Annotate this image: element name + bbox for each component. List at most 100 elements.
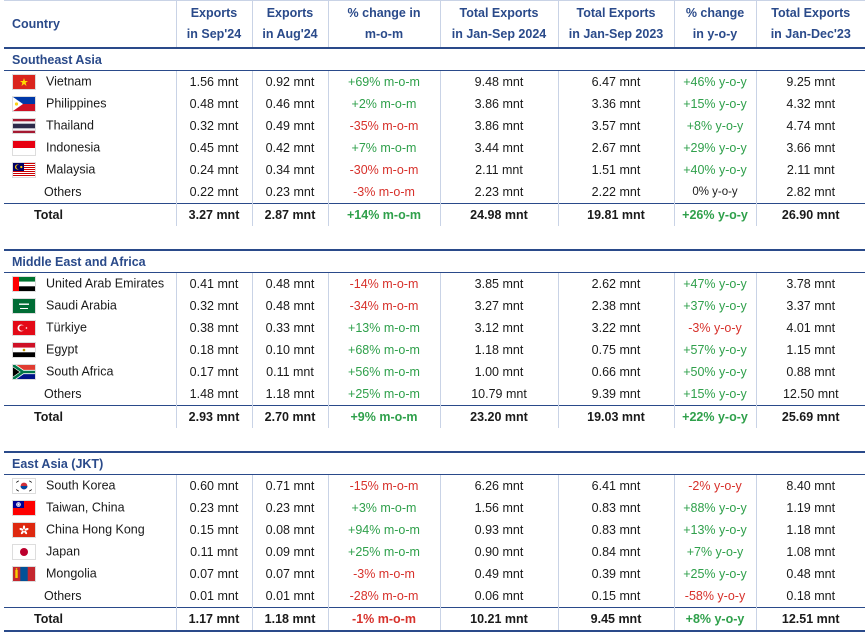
exports-aug-cell: 0.48 mnt: [251, 295, 328, 317]
total-jan-dec-2023-cell: 0.88 mnt: [755, 361, 865, 383]
total-jan-sep-2023-cell: 9.39 mnt: [557, 383, 674, 406]
country-name: Philippines: [46, 96, 107, 111]
exports-aug-cell: 0.46 mnt: [251, 93, 328, 115]
exports-aug-cell: 0.71 mnt: [251, 474, 328, 497]
country-name: Japan: [46, 544, 81, 559]
exports-sep-cell: 0.01 mnt: [175, 585, 252, 608]
header-total-full-2023: Total Exports in Jan-Dec'23: [755, 0, 865, 49]
total-jan-dec-2023-cell: 9.25 mnt: [755, 70, 865, 93]
region-header-row: East Asia (JKT): [4, 452, 865, 475]
country-name-cell: United Arab Emirates: [4, 273, 176, 296]
total-jan-dec-2023-cell: 8.40 mnt: [755, 474, 865, 497]
exports-aug-cell: 0.92 mnt: [251, 70, 328, 93]
total-jan-dec-2023-cell: 3.66 mnt: [755, 137, 865, 159]
exports-sep-cell: 3.27 mnt: [175, 203, 252, 226]
mom-change-cell: +9% m-o-m: [327, 405, 440, 428]
turkiye-flag-icon: [12, 320, 36, 336]
total-jan-sep-2023-cell: 6.41 mnt: [557, 474, 674, 497]
exports-aug-cell: 0.09 mnt: [251, 541, 328, 563]
country-name: Indonesia: [46, 140, 101, 155]
mom-change-cell: -3% m-o-m: [327, 563, 440, 585]
country-name-cell: Vietnam: [4, 71, 176, 94]
table-row: Türkiye 0.38 mnt 0.33 mnt +13% m-o-m 3.12 mn…: [4, 317, 865, 339]
country-name: Total: [34, 612, 63, 626]
yoy-change-cell: -58% y-o-y: [673, 585, 756, 608]
mom-change-cell: -34% m-o-m: [327, 295, 440, 317]
total-jan-dec-2023-cell: 25.69 mnt: [755, 405, 865, 428]
country-name-cell: Japan: [4, 541, 176, 563]
exports-sep-cell: 2.93 mnt: [175, 405, 252, 428]
table-row: Malaysia 0.24 mnt 0.34 mnt -30% m-o-m 2.11 m…: [4, 159, 865, 181]
country-name-cell: Saudi Arabia: [4, 295, 176, 317]
exports-aug-cell: 0.48 mnt: [251, 272, 328, 295]
mom-change-cell: -35% m-o-m: [327, 115, 440, 137]
table-row: China Hong Kong 0.15 mnt 0.08 mnt +94% m-o-…: [4, 519, 865, 541]
country-name: Türkiye: [46, 320, 87, 335]
exports-sep-cell: 0.11 mnt: [175, 541, 252, 563]
total-label: Total: [4, 405, 176, 428]
yoy-change-cell: +13% y-o-y: [673, 519, 756, 541]
total-jan-dec-2023-cell: 12.51 mnt: [755, 607, 865, 630]
mom-change-cell: -15% m-o-m: [327, 474, 440, 497]
total-row: Total 1.17 mnt 1.18 mnt -1% m-o-m 10.21 mnt 9…: [4, 607, 865, 630]
south-africa-flag-icon: [12, 364, 36, 380]
country-name: Taiwan, China: [46, 500, 125, 515]
exports-aug-cell: 0.33 mnt: [251, 317, 328, 339]
header-exports-sep: Exports in Sep'24: [175, 0, 252, 49]
total-jan-sep-2023-cell: 6.47 mnt: [557, 70, 674, 93]
total-jan-sep-2024-cell: 3.85 mnt: [439, 272, 558, 295]
total-jan-sep-2023-cell: 0.75 mnt: [557, 339, 674, 361]
table-row: Saudi Arabia 0.32 mnt 0.48 mnt -34% m-o-m 3.…: [4, 295, 865, 317]
total-row: Total 2.93 mnt 2.70 mnt +9% m-o-m 23.20 mnt 1…: [4, 405, 865, 428]
country-name-cell: South Korea: [4, 475, 176, 498]
total-jan-sep-2024-cell: 6.26 mnt: [439, 474, 558, 497]
exports-aug-cell: 1.18 mnt: [251, 383, 328, 406]
yoy-change-cell: 0% y-o-y: [673, 181, 756, 204]
mom-change-cell: +25% m-o-m: [327, 541, 440, 563]
vietnam-flag-icon: [12, 74, 36, 90]
exports-sep-cell: 0.23 mnt: [175, 497, 252, 519]
exports-aug-cell: 0.23 mnt: [251, 181, 328, 204]
total-jan-sep-2024-cell: 2.11 mnt: [439, 159, 558, 181]
exports-aug-cell: 0.49 mnt: [251, 115, 328, 137]
total-jan-dec-2023-cell: 0.18 mnt: [755, 585, 865, 608]
exports-sep-cell: 0.15 mnt: [175, 519, 252, 541]
total-jan-sep-2023-cell: 1.51 mnt: [557, 159, 674, 181]
spacer-cell: [4, 428, 865, 453]
exports-sep-cell: 0.45 mnt: [175, 137, 252, 159]
total-jan-sep-2024-cell: 24.98 mnt: [439, 203, 558, 226]
region-header-row: Middle East and Africa: [4, 250, 865, 273]
total-jan-sep-2024-cell: 0.49 mnt: [439, 563, 558, 585]
total-jan-sep-2023-cell: 19.03 mnt: [557, 405, 674, 428]
total-row: Total 3.27 mnt 2.87 mnt +14% m-o-m 24.98 mnt…: [4, 203, 865, 226]
total-jan-sep-2024-cell: 1.56 mnt: [439, 497, 558, 519]
exports-sep-cell: 0.38 mnt: [175, 317, 252, 339]
yoy-change-cell: +37% y-o-y: [673, 295, 756, 317]
table-row: Japan 0.11 mnt 0.09 mnt +25% m-o-m 0.90 mnt 0…: [4, 541, 865, 563]
country-name: Vietnam: [46, 74, 92, 89]
exports-aug-cell: 0.08 mnt: [251, 519, 328, 541]
exports-aug-cell: 0.01 mnt: [251, 585, 328, 608]
header-country: Country: [4, 0, 176, 49]
table-bottom-rule: [4, 630, 865, 632]
exports-sep-cell: 0.41 mnt: [175, 272, 252, 295]
total-jan-sep-2024-cell: 3.86 mnt: [439, 93, 558, 115]
mom-change-cell: +69% m-o-m: [327, 70, 440, 93]
region-header-row: Southeast Asia: [4, 48, 865, 71]
yoy-change-cell: +8% y-o-y: [673, 607, 756, 630]
total-jan-dec-2023-cell: 2.11 mnt: [755, 159, 865, 181]
country-name-cell: Others: [4, 181, 176, 204]
region-title: East Asia (JKT): [4, 452, 865, 475]
header-exports-aug: Exports in Aug'24: [251, 0, 328, 49]
total-jan-sep-2024-cell: 9.48 mnt: [439, 70, 558, 93]
japan-flag-icon: [12, 544, 36, 560]
yoy-change-cell: +22% y-o-y: [673, 405, 756, 428]
philippines-flag-icon: [12, 96, 36, 112]
hong-kong-flag-icon: [12, 522, 36, 538]
country-name: China Hong Kong: [46, 522, 145, 537]
exports-sep-cell: 0.07 mnt: [175, 563, 252, 585]
spacer-cell: [4, 226, 865, 251]
total-label: Total: [4, 203, 176, 226]
mom-change-cell: -1% m-o-m: [327, 607, 440, 630]
